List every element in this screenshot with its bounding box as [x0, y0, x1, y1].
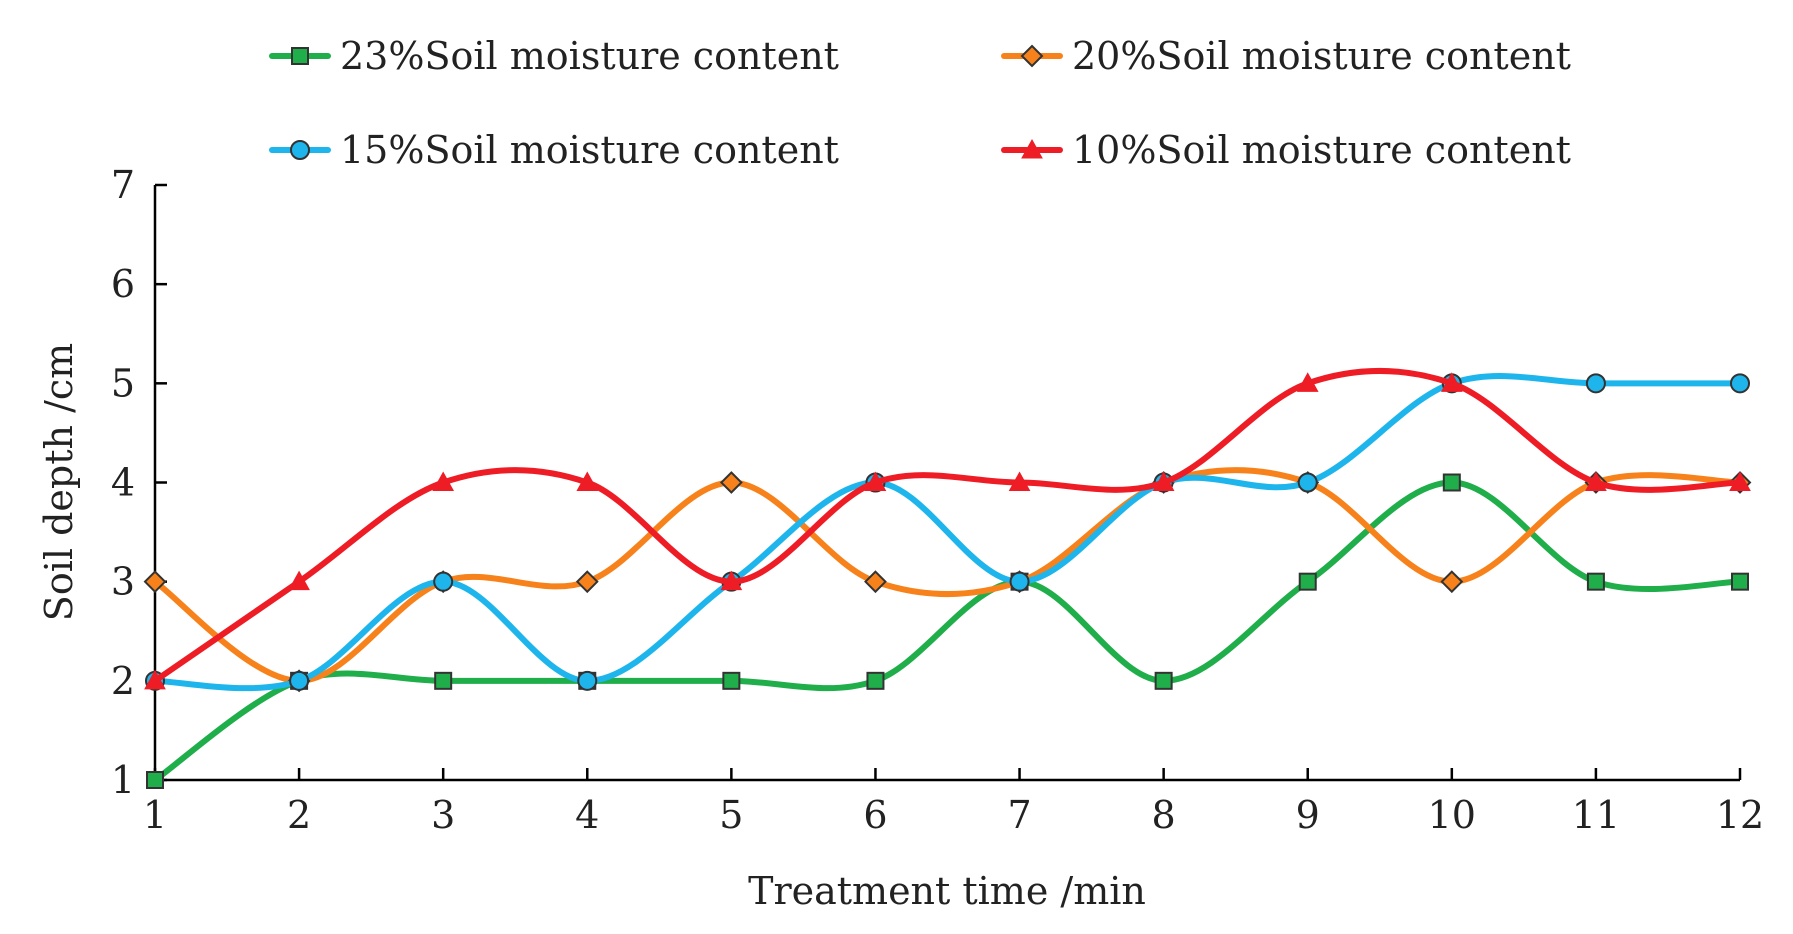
data-point-triangle — [1008, 471, 1031, 491]
x-tick-label: 9 — [1296, 793, 1320, 837]
legend-marker-square — [291, 47, 309, 65]
data-point-triangle — [1296, 372, 1319, 392]
x-tick-label: 3 — [431, 793, 455, 837]
data-point-triangle — [1729, 471, 1751, 491]
series-1 — [146, 473, 1749, 789]
x-tick-label: 5 — [719, 793, 743, 837]
y-ticks: 1 2 3 4 5 6 7 — [111, 163, 167, 802]
data-point-square — [434, 671, 453, 690]
y-tick-label: 3 — [111, 560, 135, 604]
data-point-triangle — [864, 471, 887, 491]
y-tick-label: 5 — [111, 361, 135, 405]
data-point-circle — [1009, 571, 1030, 592]
data-point-diamond — [575, 570, 599, 594]
data-point-diamond — [719, 471, 743, 494]
legend-item: 20%Soil moisture content — [1001, 34, 1571, 78]
data-point-square — [1731, 572, 1749, 591]
x-tick-label: 10 — [1428, 793, 1476, 837]
data-point-triangle — [1440, 372, 1463, 392]
series-2 — [143, 467, 1752, 693]
data-point-triangle — [1152, 471, 1175, 491]
series-line — [152, 479, 1743, 783]
series-line — [152, 373, 1743, 692]
data-point-circle — [1730, 373, 1750, 394]
x-tick-label: 8 — [1152, 793, 1176, 837]
x-tick-label: 2 — [287, 793, 311, 837]
series-4 — [144, 368, 1751, 690]
data-point-triangle — [1585, 471, 1607, 491]
x-tick-label: 6 — [863, 793, 887, 837]
data-point-square — [722, 671, 741, 690]
y-tick-label: 7 — [111, 163, 135, 207]
legend-marker-circle — [290, 140, 310, 160]
data-point-square — [1154, 671, 1173, 690]
data-point-triangle — [720, 570, 743, 591]
x-tick-label: 4 — [575, 793, 599, 837]
data-point-triangle — [144, 669, 166, 690]
data-point-triangle — [432, 471, 455, 491]
legend-label: 10%Soil moisture content — [1072, 128, 1571, 172]
data-point-square — [866, 671, 885, 690]
y-tick-label: 1 — [111, 758, 135, 802]
x-tick-label: 12 — [1716, 793, 1764, 837]
legend-label: 23%Soil moisture content — [340, 34, 839, 78]
x-tick-label: 11 — [1572, 793, 1620, 837]
series-layer — [143, 368, 1752, 789]
legend-label: 20%Soil moisture content — [1072, 34, 1571, 78]
data-point-square — [1442, 473, 1461, 492]
legend-label: 15%Soil moisture content — [340, 128, 839, 172]
x-ticks: 1 2 3 4 5 6 7 8 9 10 11 12 — [143, 768, 1764, 837]
data-point-diamond — [143, 570, 167, 594]
data-point-triangle — [288, 570, 310, 591]
y-tick-label: 6 — [111, 262, 135, 306]
data-point-circle — [577, 670, 598, 691]
x-axis-title: Treatment time /min — [748, 869, 1146, 913]
data-point-circle — [1297, 472, 1318, 493]
data-point-square — [146, 771, 164, 789]
data-point-diamond — [864, 570, 887, 594]
series-line — [152, 368, 1743, 684]
x-tick-label: 1 — [143, 793, 167, 837]
y-tick-label: 2 — [111, 659, 135, 703]
series-line — [152, 467, 1743, 684]
legend-item: 23%Soil moisture content — [269, 34, 839, 78]
data-point-square — [1298, 572, 1317, 591]
y-tick-label: 4 — [111, 461, 135, 505]
legend-item: 10%Soil moisture content — [1001, 128, 1571, 172]
legend-marker-diamond — [1020, 44, 1044, 68]
y-axis-title: Soil depth /cm — [37, 343, 81, 621]
data-point-square — [1586, 572, 1605, 591]
x-tick-label: 7 — [1007, 793, 1031, 837]
data-point-diamond — [1440, 570, 1464, 594]
data-point-circle — [433, 571, 454, 592]
legend-item: 15%Soil moisture content — [269, 128, 839, 172]
data-point-circle — [289, 670, 310, 691]
legend-marker-triangle — [1021, 138, 1043, 159]
legend: 23%Soil moisture content 20%Soil moisture… — [269, 34, 1571, 172]
data-point-triangle — [576, 471, 599, 491]
data-point-circle — [1585, 373, 1606, 394]
